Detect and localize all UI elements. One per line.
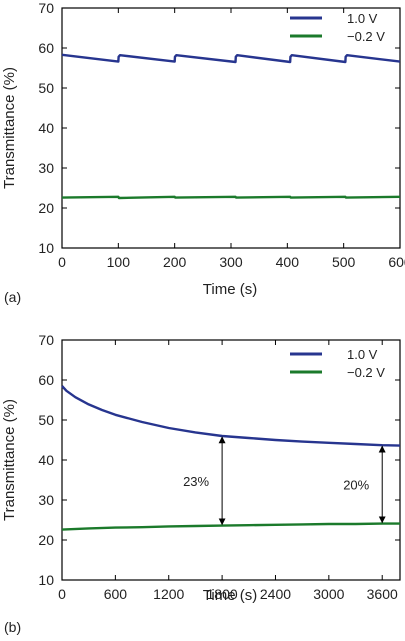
panel-label: (a) bbox=[4, 289, 21, 305]
x-tick-label: 200 bbox=[163, 254, 187, 270]
series-line-green bbox=[61, 522, 400, 531]
x-tick-label: 0 bbox=[58, 586, 66, 602]
panel-label: (b) bbox=[4, 619, 21, 635]
chart-panel-a: 0 100 200 300 400 500 600 10 20 30 40 50 60 70 Time (s… bbox=[1, 0, 405, 305]
legend-label: 1.0 V bbox=[347, 11, 378, 26]
x-tick-label: 1200 bbox=[153, 586, 184, 602]
x-axis-title: Time (s) bbox=[203, 587, 257, 604]
y-tick-label: 30 bbox=[38, 492, 54, 508]
y-tick-label: 20 bbox=[38, 200, 54, 216]
y-tick-label: 40 bbox=[38, 120, 54, 136]
x-tick-label: 0 bbox=[58, 254, 66, 270]
series-line-blue bbox=[61, 53, 401, 64]
y-tick-label: 50 bbox=[38, 412, 54, 428]
y-tick-label: 20 bbox=[38, 532, 54, 548]
x-axis-title: Time (s) bbox=[203, 281, 257, 298]
x-tick-label: 300 bbox=[219, 254, 243, 270]
x-tick-label: 500 bbox=[332, 254, 356, 270]
chart-panel-b: 0 600 1200 1800 2400 3000 3600 10 20 30 40 50 60 70 Ti… bbox=[1, 332, 401, 635]
y-axis-title: Transmittance (%) bbox=[1, 399, 18, 521]
y-tick-label: 50 bbox=[38, 80, 54, 96]
y-tick-label: 60 bbox=[38, 40, 54, 56]
x-tick-label: 1800 bbox=[207, 586, 238, 602]
y-tick-label: 10 bbox=[38, 572, 54, 588]
x-tick-label: 400 bbox=[276, 254, 300, 270]
legend-label: −0.2 V bbox=[347, 365, 385, 380]
y-tick-label: 10 bbox=[38, 240, 54, 256]
annotation-label: 23% bbox=[183, 474, 209, 489]
x-tick-label: 600 bbox=[388, 254, 405, 270]
x-tick-label: 2400 bbox=[260, 586, 291, 602]
legend-label: 1.0 V bbox=[347, 347, 378, 362]
legend-label: −0.2 V bbox=[347, 29, 385, 44]
annotation-label: 20% bbox=[343, 477, 369, 492]
series-line-blue bbox=[61, 385, 401, 447]
x-tick-label: 3600 bbox=[367, 586, 398, 602]
plot-frame bbox=[61, 7, 401, 249]
x-tick-label: 3000 bbox=[313, 586, 344, 602]
x-tick-label: 100 bbox=[107, 254, 131, 270]
y-tick-label: 30 bbox=[38, 160, 54, 176]
y-tick-label: 70 bbox=[38, 332, 54, 348]
y-tick-label: 70 bbox=[38, 0, 54, 16]
y-tick-label: 60 bbox=[38, 372, 54, 388]
y-tick-label: 40 bbox=[38, 452, 54, 468]
x-tick-label: 600 bbox=[104, 586, 128, 602]
series-line-green bbox=[61, 195, 401, 200]
y-axis-title: Transmittance (%) bbox=[1, 67, 18, 189]
